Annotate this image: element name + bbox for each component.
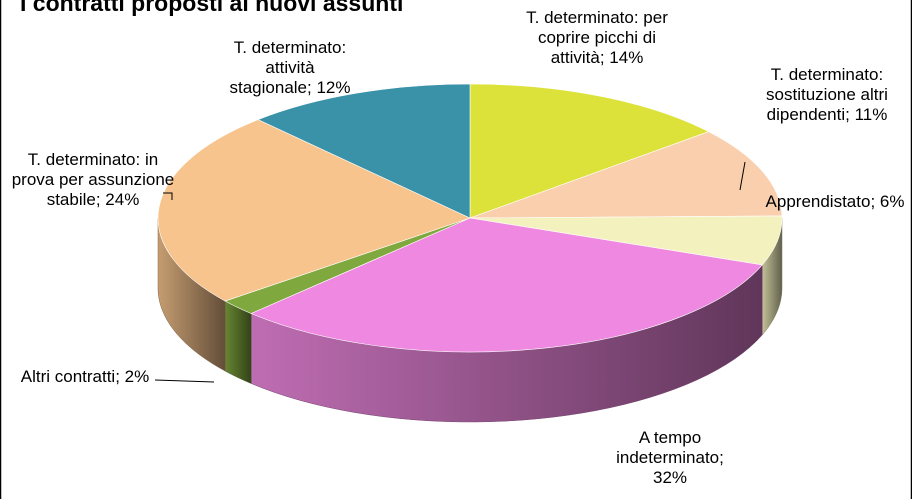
label-category: T. determinato: attività stagionale	[229, 38, 351, 97]
label-separator: ;	[599, 48, 610, 67]
leader-line	[154, 379, 215, 383]
pie-slice	[257, 83, 471, 219]
label-value: 14%	[609, 48, 644, 67]
label-category: T. determinato: sostituzione altri dipen…	[766, 65, 893, 124]
label-category: Altri contratti	[20, 367, 116, 386]
pie-slice	[469, 83, 710, 219]
pie-slice-side	[224, 300, 252, 384]
data-label: Altri contratti; 2%	[10, 367, 160, 387]
data-label: T. determinato: attività stagionale; 12%	[223, 38, 358, 98]
label-value: 2%	[124, 367, 150, 386]
label-separator: ;	[870, 192, 880, 211]
data-label: T. determinato: sostituzione altri dipen…	[745, 65, 910, 125]
pie-slice	[469, 131, 783, 219]
label-separator: ;	[307, 78, 317, 97]
chart-title: I contratti proposti ai nuovi assunti	[20, 0, 404, 16]
label-separator: ;	[845, 105, 855, 124]
label-value: 32%	[652, 468, 688, 487]
pie	[157, 83, 783, 423]
label-value: 6%	[879, 192, 905, 211]
label-separator: ;	[95, 190, 106, 209]
label-value: 11%	[854, 105, 888, 124]
label-separator: ;	[115, 367, 125, 386]
data-label: A tempo indeterminato; 32%	[603, 428, 738, 488]
leader-line	[739, 161, 746, 191]
data-label: T. determinato: in prova per assunzione …	[11, 150, 176, 210]
leader-line	[163, 192, 173, 200]
label-category: Apprendistato	[765, 192, 871, 211]
label-category: T. determinato: in prova per assunzione …	[11, 150, 179, 209]
data-label: Apprendistato; 6%	[760, 192, 910, 212]
pie-slice	[157, 119, 471, 302]
label-value: 12%	[316, 78, 351, 97]
label-category: A tempo indeterminato	[616, 428, 720, 467]
label-separator: ;	[719, 448, 729, 467]
pie-slice	[250, 217, 763, 353]
label-value: 24%	[105, 190, 140, 209]
data-label: T. determinato: per coprire picchi di at…	[515, 8, 680, 68]
label-category: T. determinato: per coprire picchi di at…	[526, 8, 673, 67]
